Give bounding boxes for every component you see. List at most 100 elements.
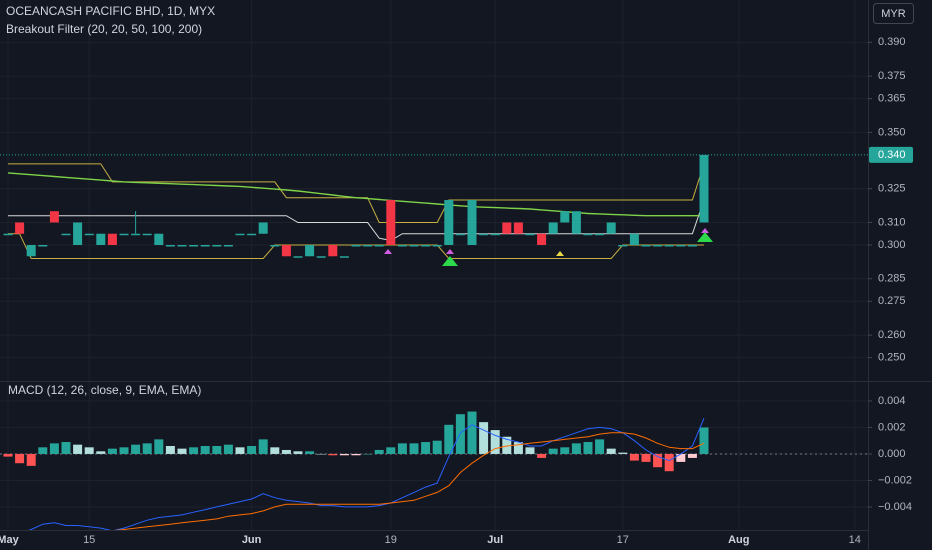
candle-body bbox=[467, 199, 477, 245]
candle-body bbox=[212, 244, 222, 247]
candle-body bbox=[641, 244, 651, 247]
candle-body bbox=[142, 233, 152, 236]
y-tick-label: 0.004 bbox=[878, 395, 906, 407]
histogram-bar bbox=[328, 453, 338, 456]
candle-body bbox=[455, 233, 465, 236]
candle-body bbox=[305, 244, 315, 257]
candle-body bbox=[293, 256, 303, 258]
histogram-bar bbox=[444, 424, 454, 454]
candle-body bbox=[699, 154, 709, 223]
candle-body bbox=[119, 233, 129, 236]
histogram-bar bbox=[548, 448, 558, 454]
currency-button[interactable] bbox=[873, 3, 914, 24]
y-tick-label: 0.275 bbox=[878, 295, 906, 307]
x-tick-label: 17 bbox=[617, 534, 629, 546]
histogram-bar bbox=[223, 444, 233, 454]
candle-body bbox=[606, 222, 616, 234]
histogram-bar bbox=[421, 442, 431, 454]
signal-marker bbox=[556, 251, 564, 256]
candle-body bbox=[629, 233, 639, 245]
histogram-bar bbox=[293, 451, 303, 454]
last-price-label: 0.340 bbox=[878, 149, 906, 161]
indicator-line bbox=[28, 418, 705, 530]
candle-body bbox=[513, 222, 523, 234]
x-tick-label: 15 bbox=[83, 534, 95, 546]
y-tick-label: 0.300 bbox=[878, 239, 906, 251]
candle-body bbox=[223, 244, 233, 247]
histogram-bar bbox=[618, 452, 628, 454]
candle-body bbox=[177, 244, 187, 247]
y-tick-label: 0.000 bbox=[878, 448, 906, 460]
candle-body bbox=[479, 233, 489, 236]
histogram-bar bbox=[513, 442, 523, 454]
signal-marker bbox=[384, 249, 392, 254]
candle-body bbox=[73, 222, 83, 245]
histogram-bar bbox=[61, 442, 71, 454]
histogram-bar bbox=[502, 436, 512, 454]
indicator-line bbox=[7, 172, 704, 217]
y-tick-label: −0.004 bbox=[878, 501, 912, 513]
candle-body bbox=[687, 244, 697, 247]
candle-body bbox=[502, 222, 512, 234]
time-axis: May 15 Jun 19 Jul 17 Aug 14 bbox=[0, 534, 861, 546]
x-tick-label: 14 bbox=[849, 534, 861, 546]
histogram-bar bbox=[687, 453, 697, 458]
candle-body bbox=[15, 222, 25, 234]
y-tick-label: 0.285 bbox=[878, 273, 906, 285]
histogram-bar bbox=[537, 453, 547, 458]
x-tick-label: Aug bbox=[728, 534, 749, 546]
y-tick-label: 0.365 bbox=[878, 93, 906, 105]
y-tick-label: 0.310 bbox=[878, 216, 906, 228]
candle-body bbox=[571, 211, 581, 234]
histogram-bar bbox=[73, 444, 83, 454]
histogram-bar bbox=[3, 453, 13, 457]
candle-body bbox=[235, 233, 245, 236]
candle-body bbox=[444, 199, 454, 245]
histogram-bar bbox=[38, 447, 48, 454]
candle-body bbox=[281, 244, 291, 257]
histogram-bar bbox=[154, 439, 164, 454]
histogram-bar bbox=[339, 453, 349, 456]
histogram-bar bbox=[363, 453, 373, 455]
histogram-bar bbox=[374, 449, 384, 454]
candle-body bbox=[61, 233, 71, 236]
histogram-bar bbox=[664, 453, 674, 472]
histogram-bar bbox=[189, 447, 199, 454]
histogram-bar bbox=[409, 443, 419, 454]
histogram-bar bbox=[316, 453, 326, 455]
candle-body bbox=[583, 233, 593, 236]
y-tick-label: 0.250 bbox=[878, 351, 906, 363]
histogram-bar bbox=[479, 422, 489, 454]
candle-body bbox=[432, 244, 442, 247]
candle-body bbox=[653, 244, 663, 247]
candle-body bbox=[328, 244, 338, 257]
candle-body bbox=[270, 244, 280, 247]
histogram-bar bbox=[119, 447, 129, 454]
candle-body bbox=[386, 199, 396, 245]
currency-label[interactable]: MYR bbox=[881, 8, 906, 20]
candle-body bbox=[351, 244, 361, 247]
histogram-bar bbox=[583, 442, 593, 454]
candle-body bbox=[131, 233, 141, 236]
candle-body bbox=[676, 244, 686, 247]
candle-body bbox=[525, 233, 535, 236]
histogram-bar bbox=[247, 445, 257, 454]
candle-body bbox=[3, 233, 13, 236]
histogram-bar bbox=[386, 447, 396, 454]
histogram-bar bbox=[351, 453, 361, 456]
histogram-bar bbox=[571, 443, 581, 454]
candle-body bbox=[49, 211, 59, 223]
candle-body bbox=[38, 244, 48, 247]
candle-body bbox=[26, 244, 36, 257]
histogram-bar bbox=[281, 449, 291, 454]
candle-body bbox=[154, 233, 164, 245]
candle-body bbox=[258, 222, 268, 234]
signal-marker bbox=[442, 256, 458, 266]
y-tick-label: −0.002 bbox=[878, 474, 912, 486]
axes: 0.390 0.375 0.365 0.350 0.325 0.310 0.300 0.285… bbox=[868, 36, 913, 513]
histogram-bar bbox=[641, 453, 651, 462]
histogram-bar bbox=[258, 439, 268, 454]
candle-body bbox=[374, 244, 384, 247]
y-tick-label: 0.325 bbox=[878, 183, 906, 195]
